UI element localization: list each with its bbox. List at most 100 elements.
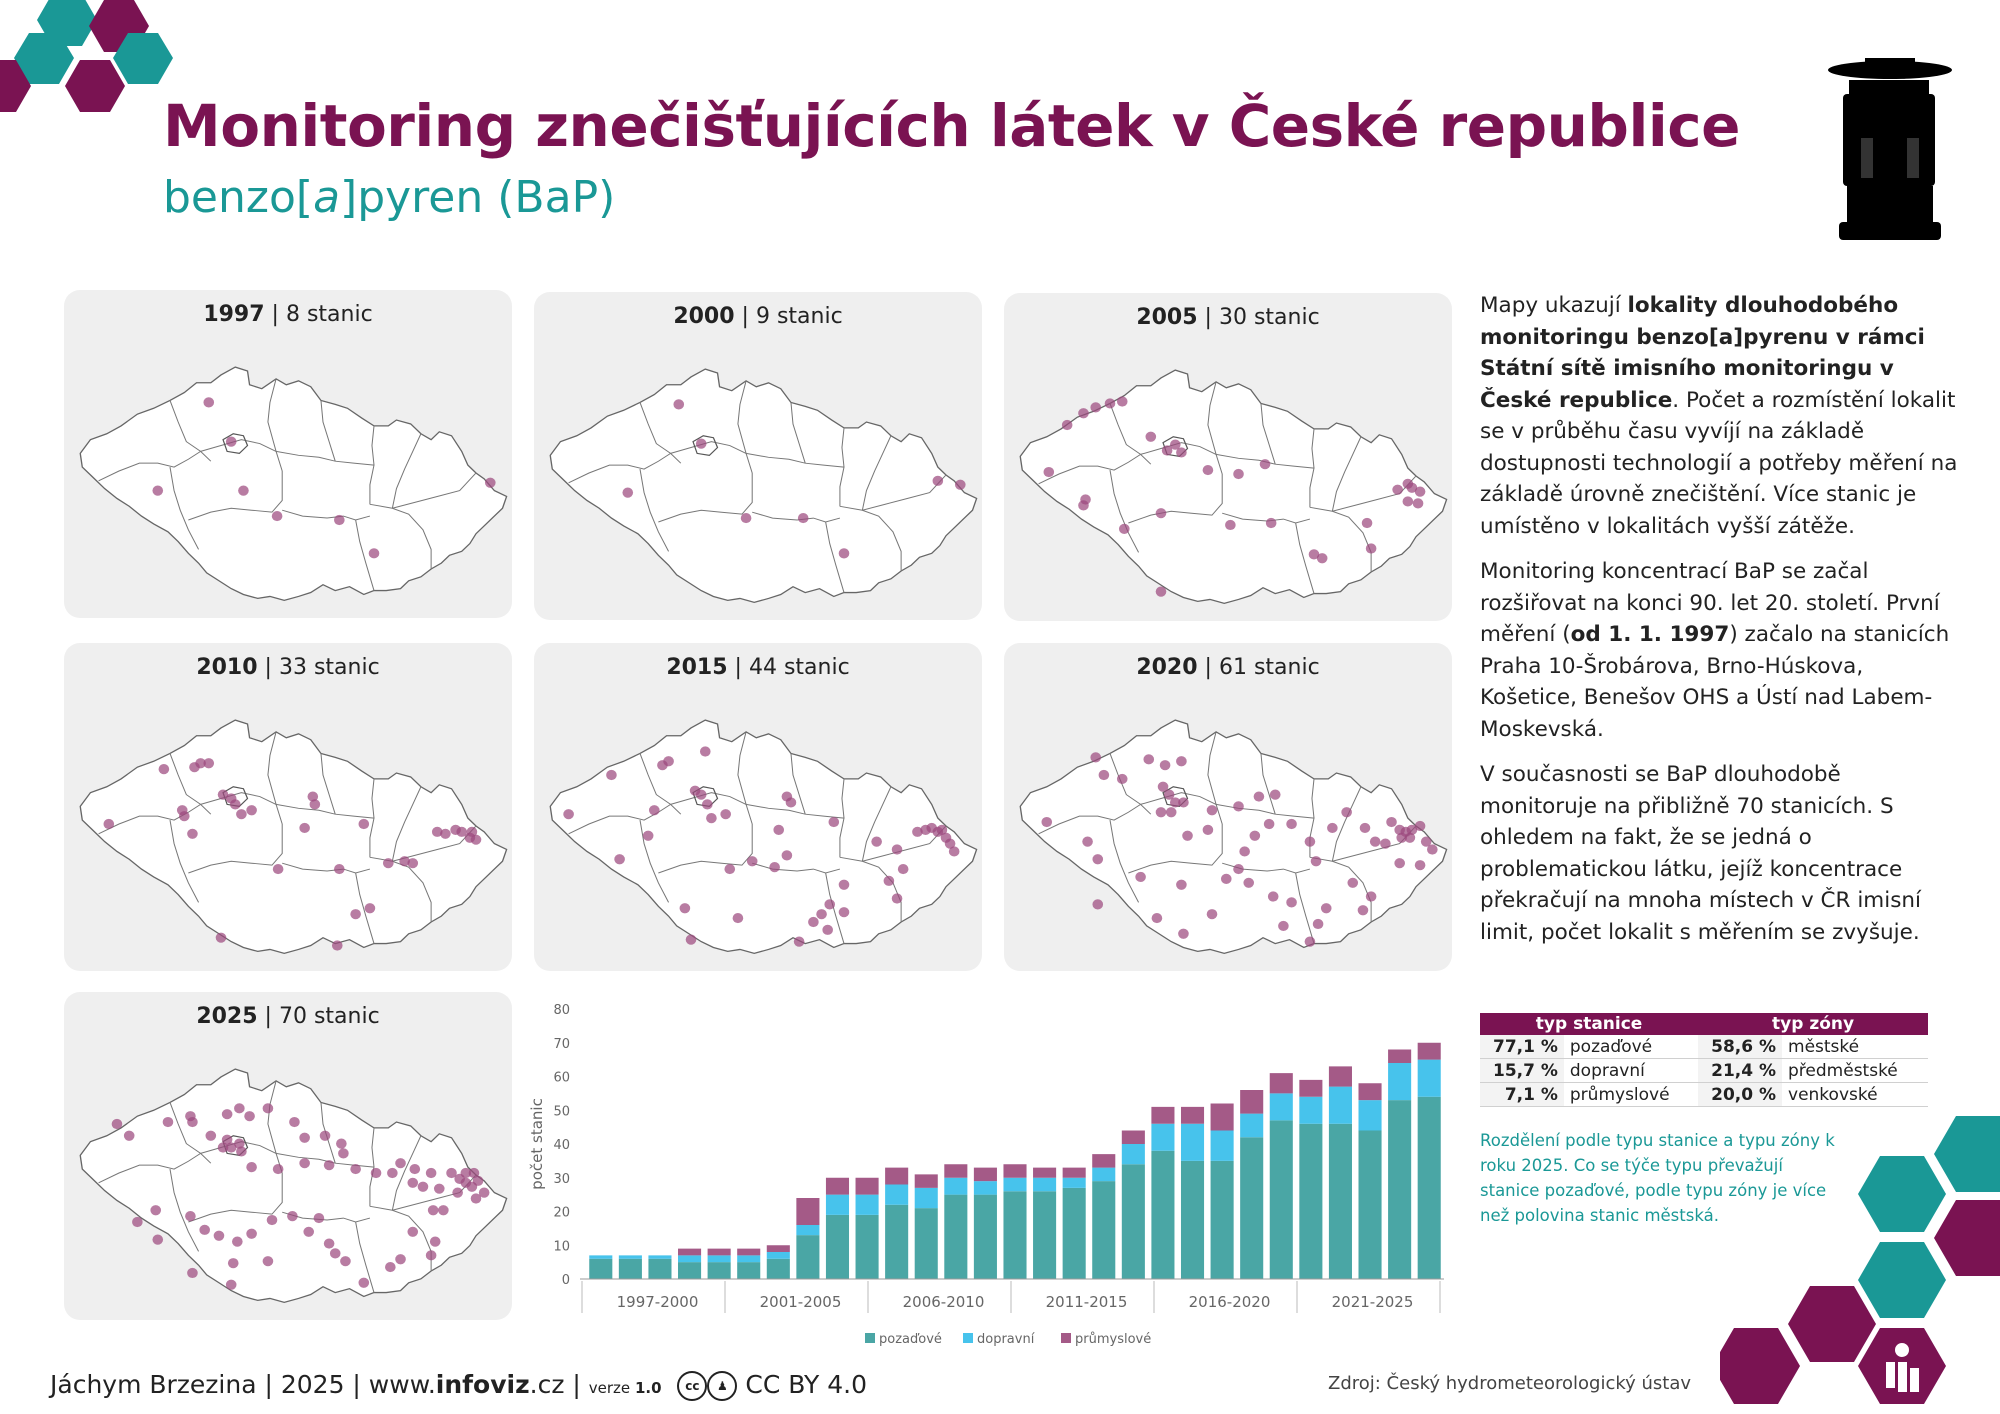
- station-dot: [1365, 543, 1377, 554]
- region-border: [282, 1211, 371, 1223]
- station-dot: [1386, 816, 1397, 828]
- station-dot: [699, 746, 711, 757]
- bar-segment: [1092, 1154, 1116, 1168]
- map-year: 2015: [666, 655, 728, 680]
- station-dot: [1061, 419, 1073, 431]
- station-dot: [433, 1183, 445, 1194]
- region-border: [391, 433, 422, 509]
- description-paragraph-1: Mapy ukazují lokality dlouhodobého monit…: [1480, 293, 1958, 539]
- map-station-count: | 9 stanic: [741, 304, 843, 329]
- station-dot: [1414, 820, 1426, 832]
- bar-segment: [825, 1194, 850, 1215]
- station-dot: [1116, 396, 1128, 407]
- station-dot: [150, 1205, 162, 1216]
- station-dot: [740, 512, 752, 524]
- station-dot: [262, 1103, 274, 1114]
- station-dot: [1269, 789, 1281, 800]
- bar-segment: [1299, 1123, 1323, 1279]
- x-group-label: 2006-2010: [903, 1293, 985, 1311]
- bar-segment: [1269, 1120, 1293, 1279]
- station-dot: [614, 854, 625, 865]
- station-dot: [1157, 781, 1169, 792]
- station-dot: [1092, 899, 1104, 910]
- bar-segment: [1121, 1130, 1145, 1144]
- region-border: [839, 427, 845, 507]
- station-dot: [724, 863, 736, 875]
- region-border: [369, 503, 432, 570]
- station-dot: [217, 1142, 229, 1153]
- bar-segment: [648, 1258, 672, 1279]
- license-label: CC BY 4.0: [745, 1370, 867, 1399]
- station-dot: [334, 863, 345, 875]
- station-dot: [1163, 789, 1175, 800]
- bar-segment: [1033, 1191, 1057, 1279]
- station-dot: [1220, 873, 1232, 884]
- station-dot: [368, 548, 380, 559]
- x-group-label: 2021-2025: [1332, 1293, 1414, 1311]
- bar-segment: [1003, 1191, 1027, 1279]
- table-row: 15,7 % dopravní 21,4 % předměstské: [1480, 1058, 1928, 1083]
- region-border: [1207, 381, 1223, 475]
- station-dot: [1316, 553, 1328, 564]
- station-dot: [1090, 752, 1102, 763]
- station-dot: [446, 1167, 457, 1179]
- y-tick-label: 40: [553, 1138, 570, 1153]
- station-dot: [1206, 805, 1218, 816]
- station-dot: [797, 512, 809, 524]
- region-border: [1331, 436, 1362, 512]
- bar-segment: [944, 1177, 968, 1195]
- legend-swatch: [1061, 1333, 1071, 1343]
- website-link[interactable]: infoviz: [435, 1370, 530, 1399]
- station-dot: [1414, 860, 1426, 871]
- y-tick-label: 30: [553, 1172, 570, 1187]
- station-dot: [338, 1148, 349, 1159]
- station-dot: [225, 1142, 237, 1153]
- region-border: [670, 441, 747, 454]
- y-tick-label: 60: [553, 1071, 570, 1086]
- bar-segment: [589, 1258, 613, 1279]
- region-border: [392, 472, 477, 509]
- bar-segment: [1151, 1106, 1175, 1124]
- station-dot: [944, 838, 956, 849]
- station-dot: [232, 1236, 243, 1247]
- y-tick-label: 70: [553, 1037, 570, 1052]
- station-dot: [329, 1248, 341, 1259]
- map-station-count: | 70 stanic: [264, 1004, 380, 1029]
- station-dot: [358, 1277, 370, 1288]
- prague-border: [692, 435, 719, 456]
- bar-segment: [1210, 1103, 1234, 1131]
- station-dot: [642, 830, 654, 841]
- station-dot: [313, 1212, 325, 1224]
- station-dot: [417, 1181, 429, 1192]
- region-border: [639, 402, 682, 464]
- station-dot: [769, 862, 780, 873]
- bar-segment: [1240, 1090, 1264, 1114]
- bar-segment: [1062, 1187, 1086, 1279]
- bar-segment: [796, 1198, 820, 1225]
- czech-map: [79, 719, 508, 955]
- x-group-label: 1997-2000: [617, 1293, 699, 1311]
- station-dot: [1169, 797, 1181, 808]
- station-dot: [793, 936, 805, 947]
- hexagon-decoration-bottom-right: [1720, 1116, 2000, 1404]
- station-dot: [1286, 818, 1297, 830]
- country-outline: [549, 719, 978, 955]
- station-dot: [1143, 754, 1155, 765]
- region-border: [391, 1135, 422, 1211]
- region-border: [1109, 819, 1140, 903]
- bar-segment: [1417, 1042, 1441, 1060]
- region-border: [275, 450, 375, 466]
- station-dot: [1043, 466, 1055, 478]
- station-dot: [234, 1138, 245, 1149]
- station-dot: [236, 809, 247, 820]
- station-dot: [781, 850, 793, 861]
- station-dot: [702, 799, 713, 810]
- bar-segment: [678, 1255, 702, 1263]
- legend-label: průmyslové: [1075, 1332, 1151, 1347]
- bar-segment: [1417, 1096, 1441, 1279]
- bar-segment: [1062, 1167, 1086, 1178]
- bar-segment: [1062, 1177, 1086, 1188]
- region-border: [1309, 428, 1315, 508]
- station-dot: [695, 438, 707, 449]
- air-sampler-icon: [1828, 58, 1952, 240]
